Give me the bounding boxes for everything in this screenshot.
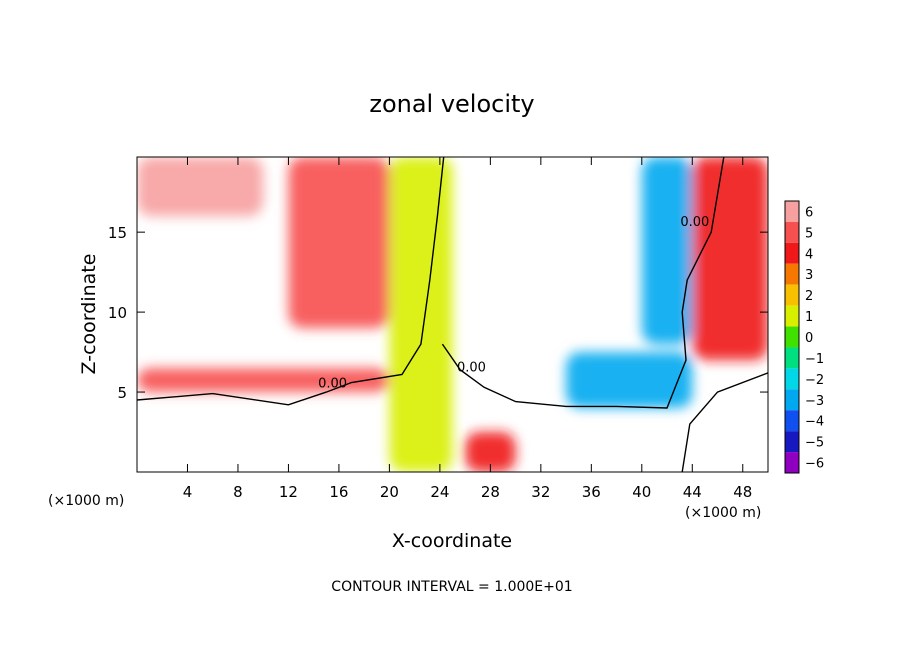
x-tick-label: 12 bbox=[279, 483, 298, 501]
field-region-0 bbox=[137, 368, 390, 393]
colorbar-swatch bbox=[785, 326, 799, 348]
x-unit-left: (×1000 m) bbox=[48, 493, 124, 509]
colorbar-swatch bbox=[785, 410, 799, 432]
colorbar-label: 2 bbox=[805, 289, 813, 304]
field-region-6 bbox=[692, 157, 768, 361]
zero-contours: 0.00 0.00 0.00 bbox=[137, 157, 768, 472]
zero-contour-line bbox=[137, 157, 445, 406]
y-tick-label: 15 bbox=[108, 224, 127, 242]
contour-label: 0.00 bbox=[680, 215, 709, 230]
colorbar-swatch bbox=[785, 263, 799, 285]
colorbar-label: −6 bbox=[805, 457, 824, 472]
colorbar-label: −4 bbox=[805, 415, 824, 430]
colorbar-frame bbox=[784, 200, 800, 474]
colorbar-swatch bbox=[785, 347, 799, 369]
x-axis-ticks: 4 8 12 16 20 24 28 32 36 40 44 48 bbox=[183, 157, 752, 501]
y-tick-label: 5 bbox=[117, 384, 127, 402]
x-tick-label: 20 bbox=[380, 483, 399, 501]
field-region-2 bbox=[566, 352, 693, 409]
x-tick-label: 32 bbox=[531, 483, 550, 501]
y-axis-label: Z-coordinate bbox=[78, 254, 100, 375]
field-region-3 bbox=[641, 157, 693, 345]
colorbar: 6 5 4 3 2 1 0 −1 −2 −3 −4 −5 −6 bbox=[784, 200, 824, 474]
zero-contour-line bbox=[681, 372, 768, 472]
field-region-5 bbox=[137, 157, 264, 217]
field-region-1 bbox=[389, 157, 453, 472]
colorbar-swatch bbox=[785, 452, 799, 473]
colorbar-swatch bbox=[785, 305, 799, 327]
colorbar-swatch bbox=[785, 284, 799, 306]
plot-frame bbox=[136, 156, 769, 473]
colorbar-swatch bbox=[785, 368, 799, 390]
velocity-field: 0.00 0.00 0.00 bbox=[137, 157, 768, 472]
colorbar-label: 6 bbox=[805, 205, 813, 220]
colorbar-label: 3 bbox=[805, 268, 813, 283]
x-tick-label: 44 bbox=[683, 483, 702, 501]
x-tick-label: 8 bbox=[233, 483, 243, 501]
x-tick-label: 48 bbox=[733, 483, 752, 501]
y-tick-label: 10 bbox=[108, 304, 127, 322]
x-tick-label: 40 bbox=[632, 483, 651, 501]
colorbar-label: −2 bbox=[805, 373, 824, 388]
x-tick-label: 24 bbox=[430, 483, 449, 501]
zero-contour-line bbox=[441, 157, 725, 409]
x-tick-label: 16 bbox=[329, 483, 348, 501]
chart-title: zonal velocity bbox=[369, 90, 534, 118]
contour-label: 0.00 bbox=[457, 360, 486, 375]
colorbar-label: 5 bbox=[805, 226, 813, 241]
colorbar-swatch bbox=[785, 221, 799, 243]
colorbar-label: 4 bbox=[805, 247, 813, 262]
colorbar-label: 0 bbox=[805, 331, 813, 346]
colorbar-label: 1 bbox=[805, 310, 813, 325]
colorbar-label: −3 bbox=[805, 394, 824, 409]
x-unit-right: (×1000 m) bbox=[685, 505, 761, 521]
x-tick-label: 28 bbox=[481, 483, 500, 501]
colorbar-swatch bbox=[785, 389, 799, 411]
colorbar-label: −5 bbox=[805, 436, 824, 451]
x-tick-label: 4 bbox=[183, 483, 193, 501]
x-axis-label: X-coordinate bbox=[392, 530, 512, 552]
colorbar-swatch bbox=[785, 201, 799, 222]
field-region-4 bbox=[288, 157, 390, 329]
x-tick-label: 36 bbox=[582, 483, 601, 501]
field-region-7 bbox=[465, 432, 516, 472]
colorbar-label: −1 bbox=[805, 352, 824, 367]
contour-interval-footer: CONTOUR INTERVAL = 1.000E+01 bbox=[331, 579, 572, 595]
contour-label: 0.00 bbox=[318, 376, 347, 391]
colorbar-swatch bbox=[785, 242, 799, 264]
colorbar-swatch bbox=[785, 431, 799, 453]
y-axis-ticks: 5 10 15 bbox=[108, 224, 768, 402]
